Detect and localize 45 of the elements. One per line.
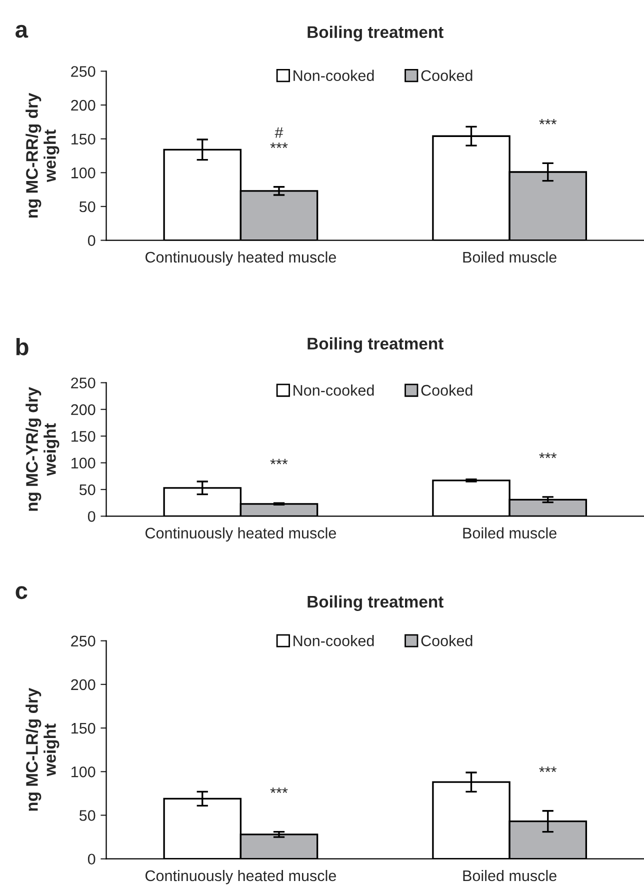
y-tick-label: 100 xyxy=(72,168,96,178)
y-tick-label: 100 xyxy=(72,766,96,778)
y-tick-label: 50 xyxy=(79,484,96,496)
y-tick-label: 150 xyxy=(72,430,96,442)
chart-title: Boiling treatment xyxy=(308,595,444,611)
x-tick-label: Boiled muscle xyxy=(463,527,556,539)
legend-label: Cooked xyxy=(421,384,472,396)
legend-label: Non-cooked xyxy=(294,70,374,82)
y-tick-label: 0 xyxy=(88,854,96,865)
y-tick-label: 250 xyxy=(71,66,96,77)
y-tick-label: 150 xyxy=(72,134,96,145)
annotation: *** xyxy=(270,458,288,464)
annotation: # *** xyxy=(270,127,288,148)
annotation: *** xyxy=(270,788,288,793)
legend-label: Cooked xyxy=(421,635,472,646)
y-tick-label: 0 xyxy=(88,511,96,522)
x-tick-label: Boiled muscle xyxy=(463,251,556,263)
x-tick-label: Continuously heated muscle xyxy=(146,527,336,542)
annotation: *** xyxy=(539,452,557,458)
legend-label: Cooked xyxy=(421,70,472,82)
chart-title: Boiling treatment xyxy=(308,337,444,353)
y-tick-label: 150 xyxy=(72,722,96,734)
x-tick-label: Boiled muscle xyxy=(463,870,556,882)
legend-label: Non-cooked xyxy=(294,384,374,396)
x-tick-label: Continuously heated muscle xyxy=(146,870,336,884)
y-tick-label: 250 xyxy=(71,378,96,388)
annotation: *** xyxy=(539,766,557,772)
y-axis-title: ng MC-LR/g dry weight xyxy=(26,688,60,811)
y-tick-label: 50 xyxy=(79,810,96,821)
y-tick-label: 250 xyxy=(71,636,96,646)
x-tick-label: Continuously heated muscle xyxy=(146,251,336,266)
text: a xyxy=(16,24,28,38)
y-tick-label: 200 xyxy=(71,679,96,690)
y-tick-label: 200 xyxy=(71,100,96,111)
y-tick-label: 0 xyxy=(88,235,96,246)
annotation: *** xyxy=(539,118,557,124)
y-tick-label: 100 xyxy=(72,458,96,468)
y-tick-label: 50 xyxy=(79,201,96,212)
text: b xyxy=(16,338,28,356)
chart-title: Boiling treatment xyxy=(308,26,444,42)
legend-label: Non-cooked xyxy=(294,635,374,646)
y-tick-label: 200 xyxy=(71,404,96,416)
text: c xyxy=(16,586,28,600)
y-axis-title: ng MC-YR/g dry weight xyxy=(26,387,60,511)
y-axis-title: ng MC-RR/g dry weight xyxy=(26,92,60,218)
